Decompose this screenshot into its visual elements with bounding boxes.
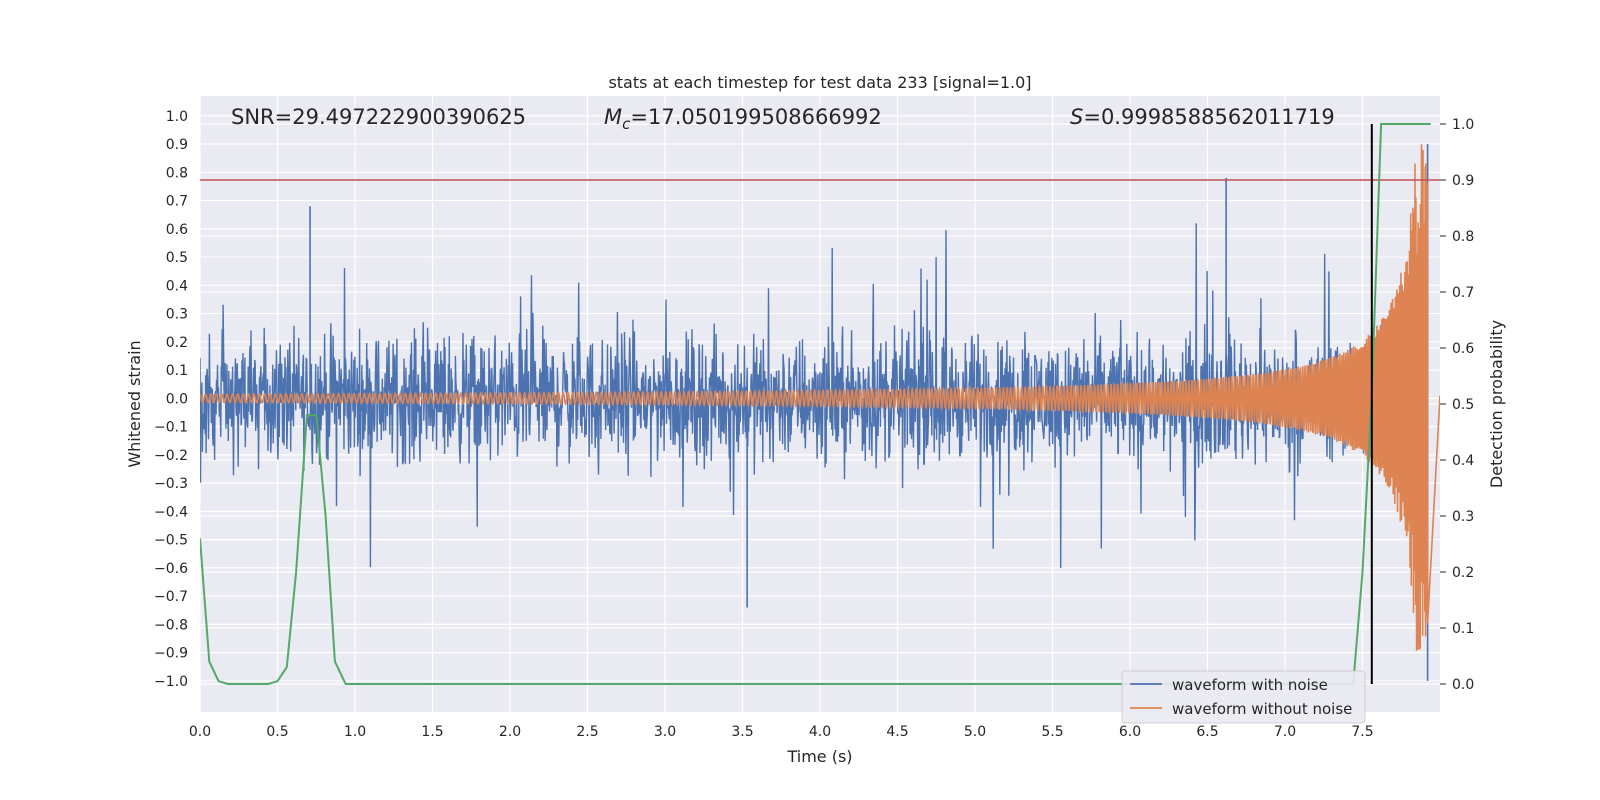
x-tick-label: 5.0 — [964, 724, 986, 740]
y-tick-label: −0.8 — [154, 617, 188, 633]
x-tick-label: 5.5 — [1041, 724, 1063, 740]
y-tick-label: −0.1 — [154, 420, 188, 436]
y2-tick-labels: 0.0 0.1 0.2 0.3 0.4 0.5 0.6 0.7 0.8 0.9 1.0 — [1440, 117, 1474, 693]
y2-tick-label: 0.3 — [1452, 509, 1474, 525]
y-tick-label: −0.5 — [154, 533, 188, 549]
score-annotation: S=0.9998588562011719 — [1070, 105, 1335, 129]
y-tick-label: 0.8 — [166, 165, 188, 181]
y-tick-label: 0.6 — [166, 222, 188, 238]
y-tick-label: 0.0 — [166, 391, 188, 407]
snr-annotation: SNR=29.497222900390625 — [231, 105, 526, 129]
y-tick-label: 0.4 — [166, 278, 188, 294]
legend-label-noisy: waveform with noise — [1172, 676, 1328, 694]
y-tick-label: 0.9 — [166, 137, 188, 153]
y-tick-label: 0.5 — [166, 250, 188, 266]
y2-tick-label: 0.0 — [1452, 677, 1474, 693]
chirp-mass-subscript: c — [622, 115, 631, 133]
detection-probability-line — [200, 123, 1431, 685]
x-tick-label: 4.5 — [886, 724, 908, 740]
clean-waveform-line — [200, 144, 1440, 651]
x-tick-label: 4.0 — [809, 724, 831, 740]
y2-tick-label: 0.7 — [1452, 285, 1474, 301]
y2-tick-label: 0.8 — [1452, 229, 1474, 245]
x-tick-labels: 0.0 0.5 1.0 1.5 2.0 2.5 3.0 3.5 4.0 4.5 5.0 5.5 6.0 6… — [189, 724, 1374, 740]
y-tick-label: 1.0 — [166, 109, 188, 125]
y2-axis-label: Detection probability — [1487, 320, 1506, 488]
y-tick-label: −0.4 — [154, 504, 188, 520]
x-tick-label: 2.5 — [576, 724, 598, 740]
chirp-mass-annotation: Mc=17.050199508666992 — [604, 105, 882, 133]
y2-tick-label: 0.4 — [1452, 453, 1474, 469]
y2-tick-label: 0.5 — [1452, 397, 1474, 413]
x-tick-label: 2.0 — [499, 724, 521, 740]
x-tick-label: 0.5 — [266, 724, 288, 740]
x-tick-label: 6.5 — [1196, 724, 1218, 740]
y2-tick-label: 0.2 — [1452, 565, 1474, 581]
y2-tick-label: 0.1 — [1452, 621, 1474, 637]
legend: waveform with noise waveform without noi… — [1121, 670, 1366, 724]
y2-tick-label: 0.9 — [1452, 173, 1474, 189]
chart-title: stats at each timestep for test data 233… — [608, 73, 1031, 92]
y-tick-label: −0.9 — [154, 646, 188, 662]
y-tick-label: −0.6 — [154, 561, 188, 577]
chirp-mass-symbol: M — [604, 105, 622, 129]
x-tick-label: 6.0 — [1119, 724, 1141, 740]
y2-tick-label: 0.6 — [1452, 341, 1474, 357]
y-tick-labels: 1.0 0.9 0.8 0.7 0.6 0.5 0.4 0.3 0.2 0.1 0.0 −0.1 −0.… — [154, 109, 188, 690]
legend-label-clean: waveform without noise — [1172, 700, 1352, 718]
x-tick-label: 3.0 — [654, 724, 676, 740]
y-tick-label: −1.0 — [154, 674, 188, 690]
chirp-mass-value: =17.050199508666992 — [630, 105, 881, 129]
x-tick-label: 3.5 — [731, 724, 753, 740]
x-tick-label: 1.5 — [421, 724, 443, 740]
x-axis-label: Time (s) — [786, 747, 852, 766]
y2-tick-label: 1.0 — [1452, 117, 1474, 133]
y-tick-label: −0.3 — [154, 476, 188, 492]
y-tick-label: 0.7 — [166, 194, 188, 210]
x-tick-label: 7.0 — [1274, 724, 1296, 740]
y-tick-label: 0.3 — [166, 307, 188, 323]
series-layer — [200, 123, 1440, 685]
x-tick-label: 0.0 — [189, 724, 211, 740]
score-symbol: S — [1070, 105, 1083, 129]
y-tick-label: −0.2 — [154, 448, 188, 464]
y-tick-label: −0.7 — [154, 589, 188, 605]
y-tick-label: 0.2 — [166, 335, 188, 351]
x-tick-label: 7.5 — [1351, 724, 1373, 740]
y-tick-label: 0.1 — [166, 363, 188, 379]
score-value: =0.9998588562011719 — [1083, 105, 1334, 129]
legend-box — [1121, 670, 1366, 724]
y-axis-label: Whitened strain — [125, 340, 144, 467]
x-tick-label: 1.0 — [344, 724, 366, 740]
